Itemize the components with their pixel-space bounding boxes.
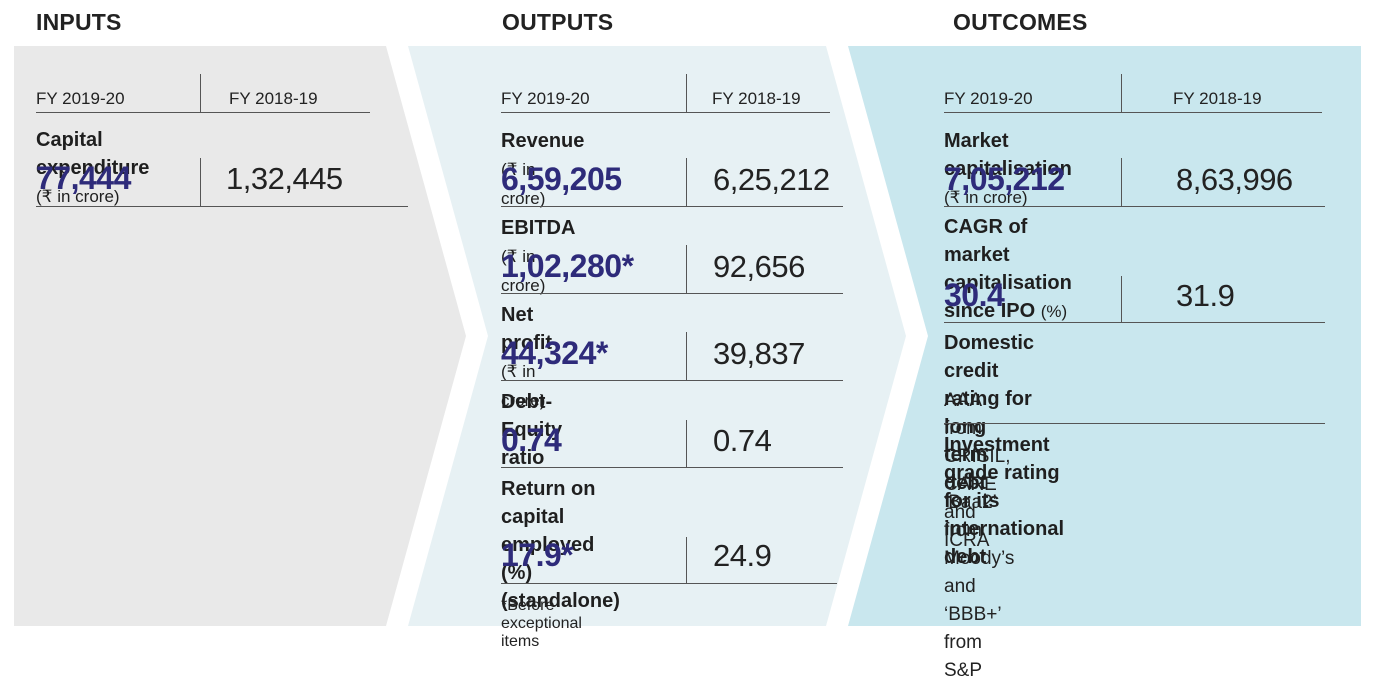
cagr-current-value: 30.4 (944, 277, 1005, 313)
inputs-panel (14, 46, 466, 626)
debt-equity-previous-value: 0.74 (713, 423, 772, 458)
net-profit-label: Net profit (₹ in crore) (501, 304, 553, 410)
outcomes-year-header: FY 2019-20 FY 2018-19 (944, 74, 1322, 113)
divider (501, 583, 837, 584)
debt-equity-label: Debt-Equity ratio (501, 391, 563, 469)
divider (686, 420, 687, 467)
outputs-year-header: FY 2019-20 FY 2018-19 (501, 74, 830, 113)
divider (944, 423, 1325, 424)
outcomes-fy-previous: FY 2018-19 (1173, 89, 1262, 108)
outcomes-fy-current: FY 2019-20 (944, 89, 1033, 108)
outputs-heading: OUTPUTS (502, 9, 614, 35)
panel-background (14, 46, 1361, 626)
net-profit-current-value: 44,324* (501, 335, 608, 371)
divider (1121, 158, 1122, 206)
inputs-fy-previous: FY 2018-19 (229, 89, 318, 108)
capex-current-value: 77,444 (36, 160, 131, 196)
divider (1121, 74, 1122, 112)
divider (501, 206, 843, 207)
ebitda-current-value: 1,02,280* (501, 248, 634, 284)
divider (686, 74, 687, 112)
revenue-label: Revenue (₹ in crore) (501, 130, 585, 208)
divider (36, 206, 408, 207)
capex-label: Capital expenditure (₹ in crore) (36, 129, 150, 206)
rupee-icon: ₹ (506, 160, 518, 179)
market-cap-current-value: 7,05,212 (944, 161, 1065, 197)
outputs-fy-previous: FY 2018-19 (712, 89, 801, 108)
revenue-current-value: 6,59,205 (501, 161, 622, 197)
ebitda-previous-value: 92,656 (713, 249, 805, 284)
rupee-icon: ₹ (506, 247, 518, 266)
capex-previous-value: 1,32,445 (226, 161, 343, 196)
roce-label: Return on capital employed (%) (standalo… (501, 478, 620, 612)
ebitda-label: EBITDA (₹ in crore) (501, 217, 575, 295)
outcomes-panel (848, 46, 1361, 626)
market-cap-label: Market capitalisation (₹ in crore) (944, 130, 1072, 207)
footnote: *Before exceptional items (501, 597, 582, 650)
international-rating-title: Investment grade rating for its internat… (944, 434, 1065, 568)
international-rating-desc: ‘Baa2’ from Moody’s and ‘BBB+’ from S&P (944, 492, 1015, 681)
rupee-icon: ₹ (949, 188, 961, 207)
revenue-previous-value: 6,25,212 (713, 162, 830, 197)
inputs-fy-current: FY 2019-20 (36, 89, 125, 108)
divider (944, 322, 1325, 323)
divider (686, 332, 687, 380)
divider (200, 158, 201, 206)
divider (501, 467, 843, 468)
rupee-icon: ₹ (41, 187, 53, 206)
divider (686, 537, 687, 583)
rupee-icon: ₹ (506, 362, 518, 381)
outcomes-heading: OUTCOMES (953, 9, 1088, 35)
cagr-label: CAGR of market capitalisation since IPO … (944, 216, 1072, 322)
market-cap-previous-value: 8,63,996 (1176, 162, 1293, 197)
divider (501, 293, 843, 294)
divider (686, 158, 687, 206)
inputs-year-header: FY 2019-20 FY 2018-19 (36, 74, 370, 113)
divider (686, 245, 687, 293)
outputs-fy-current: FY 2019-20 (501, 89, 590, 108)
divider (501, 380, 843, 381)
cagr-previous-value: 31.9 (1176, 278, 1235, 313)
outputs-panel (408, 46, 906, 626)
debt-equity-current-value: 0.74 (501, 422, 562, 458)
domestic-rating-desc: AAA from CRISIL, CARE and ICRA (944, 390, 1011, 551)
divider (200, 74, 201, 112)
net-profit-previous-value: 39,837 (713, 336, 805, 371)
divider (944, 206, 1325, 207)
roce-current-value: 17.9* (501, 537, 574, 573)
domestic-rating-title: Domestic credit rating for long term deb… (944, 332, 1035, 494)
roce-previous-value: 24.9 (713, 538, 772, 573)
divider (1121, 276, 1122, 322)
inputs-heading: INPUTS (36, 9, 122, 35)
